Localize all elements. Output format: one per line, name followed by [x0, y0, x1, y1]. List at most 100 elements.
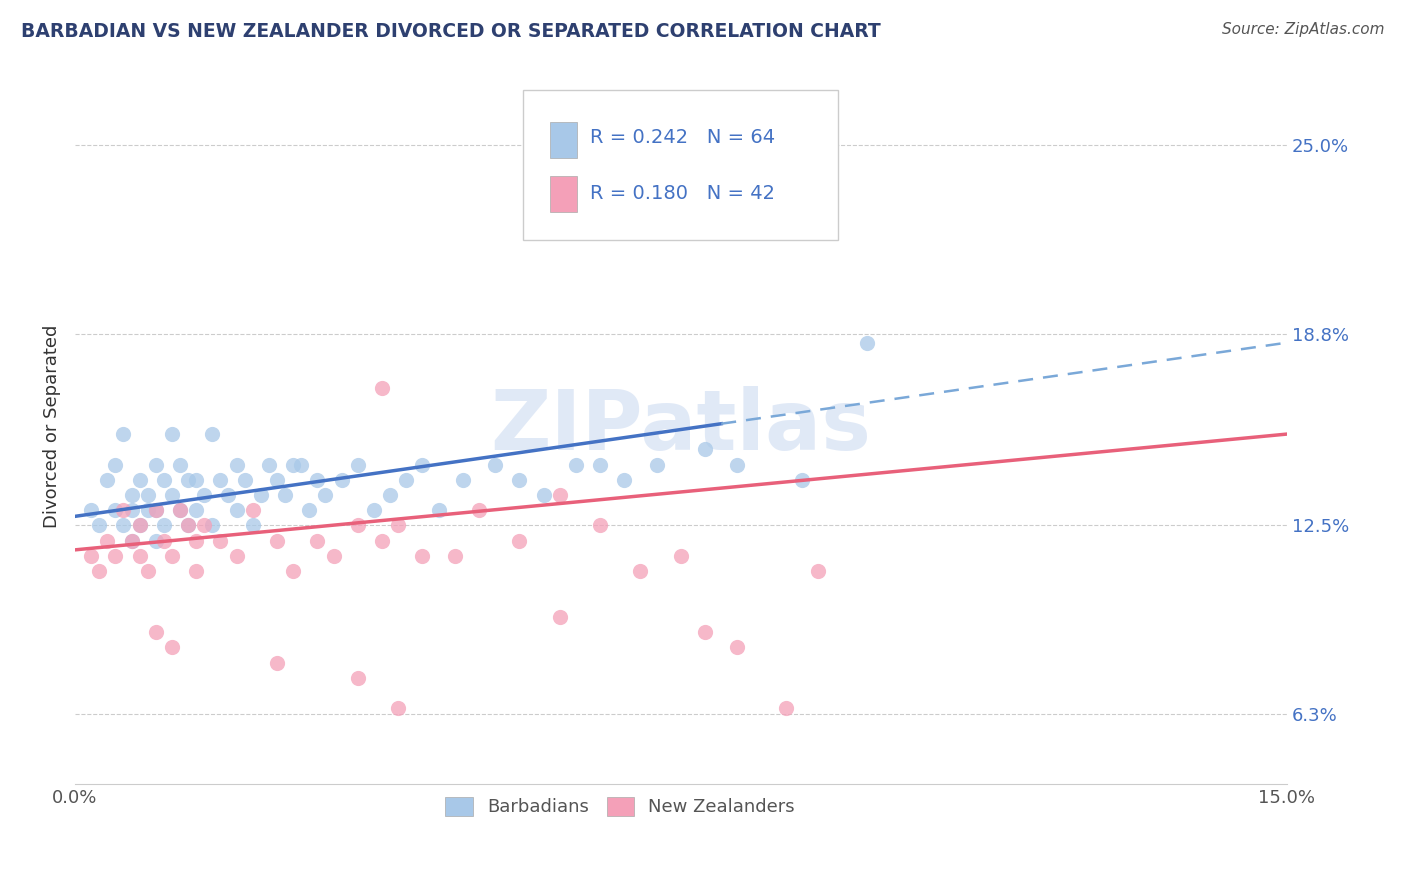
Point: [186, 533, 208, 548]
Point: [484, 458, 506, 472]
Point: [128, 473, 150, 487]
Point: [209, 533, 232, 548]
Point: [693, 625, 716, 640]
Point: [160, 427, 183, 442]
Point: [322, 549, 344, 563]
Point: [136, 488, 159, 502]
FancyBboxPatch shape: [550, 122, 576, 158]
Point: [249, 488, 271, 502]
Point: [242, 503, 264, 517]
Point: [121, 503, 143, 517]
Point: [177, 518, 200, 533]
Point: [669, 549, 692, 563]
Point: [725, 458, 748, 472]
Point: [153, 533, 176, 548]
Point: [508, 473, 530, 487]
Point: [233, 473, 256, 487]
Point: [145, 533, 167, 548]
Text: ZIPatlas: ZIPatlas: [491, 386, 872, 467]
Point: [346, 671, 368, 685]
Point: [378, 488, 401, 502]
Point: [104, 458, 127, 472]
Point: [281, 458, 304, 472]
Point: [104, 503, 127, 517]
Point: [136, 564, 159, 578]
Point: [257, 458, 280, 472]
Point: [468, 503, 491, 517]
Point: [169, 503, 191, 517]
Point: [242, 518, 264, 533]
Point: [751, 214, 773, 228]
Text: R = 0.242   N = 64: R = 0.242 N = 64: [591, 128, 775, 147]
Point: [160, 488, 183, 502]
Point: [201, 518, 224, 533]
Point: [112, 518, 135, 533]
Point: [790, 473, 813, 487]
Y-axis label: Divorced or Separated: Divorced or Separated: [44, 325, 60, 528]
Point: [145, 503, 167, 517]
Point: [193, 488, 215, 502]
Point: [145, 458, 167, 472]
Point: [96, 473, 118, 487]
Point: [266, 473, 288, 487]
Point: [613, 473, 636, 487]
Point: [589, 458, 612, 472]
Point: [80, 503, 103, 517]
Point: [725, 640, 748, 655]
Text: BARBADIAN VS NEW ZEALANDER DIVORCED OR SEPARATED CORRELATION CHART: BARBADIAN VS NEW ZEALANDER DIVORCED OR S…: [21, 22, 880, 41]
Point: [589, 518, 612, 533]
FancyBboxPatch shape: [550, 176, 576, 211]
Point: [855, 335, 877, 350]
Point: [177, 473, 200, 487]
Point: [548, 610, 571, 624]
Point: [411, 458, 433, 472]
Point: [209, 473, 232, 487]
Point: [645, 458, 668, 472]
Point: [274, 488, 297, 502]
Point: [411, 549, 433, 563]
Point: [307, 473, 329, 487]
Text: R = 0.180   N = 42: R = 0.180 N = 42: [591, 185, 775, 203]
Point: [112, 503, 135, 517]
Point: [128, 518, 150, 533]
Legend: Barbadians, New Zealanders: Barbadians, New Zealanders: [436, 789, 804, 825]
Point: [314, 488, 336, 502]
Point: [225, 549, 247, 563]
Point: [548, 488, 571, 502]
Point: [145, 503, 167, 517]
Point: [533, 488, 555, 502]
Point: [807, 564, 830, 578]
Point: [193, 518, 215, 533]
Point: [395, 473, 418, 487]
Point: [186, 564, 208, 578]
Point: [186, 503, 208, 517]
Point: [387, 701, 409, 715]
Point: [177, 518, 200, 533]
Text: Source: ZipAtlas.com: Source: ZipAtlas.com: [1222, 22, 1385, 37]
Point: [346, 458, 368, 472]
Point: [630, 564, 652, 578]
Point: [112, 427, 135, 442]
Point: [225, 503, 247, 517]
Point: [96, 533, 118, 548]
Point: [508, 533, 530, 548]
Point: [186, 473, 208, 487]
Point: [443, 549, 465, 563]
Point: [89, 518, 111, 533]
Point: [693, 442, 716, 457]
Point: [218, 488, 240, 502]
Point: [565, 458, 588, 472]
Point: [89, 564, 111, 578]
Point: [169, 503, 191, 517]
FancyBboxPatch shape: [523, 90, 838, 240]
Point: [298, 503, 321, 517]
Point: [427, 503, 450, 517]
Point: [121, 488, 143, 502]
Point: [225, 458, 247, 472]
Point: [145, 625, 167, 640]
Point: [266, 533, 288, 548]
Point: [121, 533, 143, 548]
Point: [136, 503, 159, 517]
Point: [160, 549, 183, 563]
Point: [128, 549, 150, 563]
